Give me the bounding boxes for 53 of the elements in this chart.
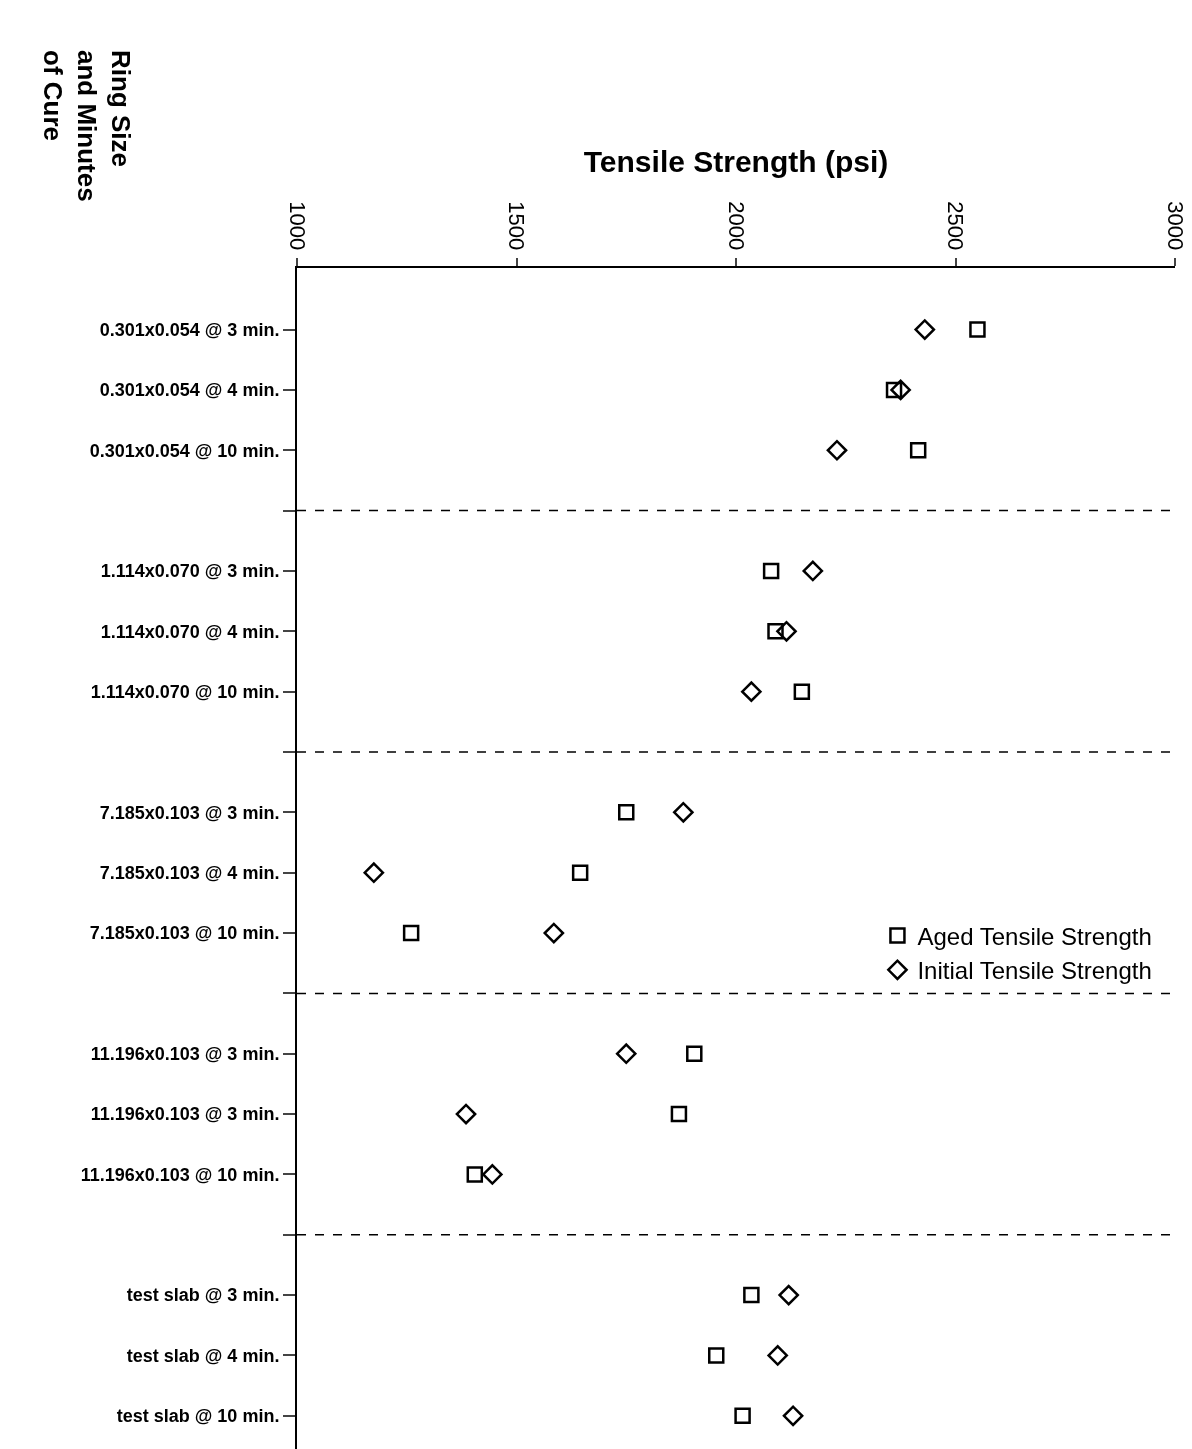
- y-tick-label: 1.114x0.070 @ 4 min.: [100, 621, 280, 642]
- point: [767, 623, 784, 640]
- point: [670, 1105, 688, 1123]
- y-tick-label: 11.196x0.103 @ 3 min.: [90, 1044, 280, 1065]
- point: [890, 379, 911, 401]
- point: [708, 1347, 725, 1364]
- point: [455, 1103, 477, 1125]
- point: [793, 683, 811, 700]
- y-tick-label: 11.196x0.103 @ 3 min.: [90, 1104, 280, 1125]
- point: [741, 681, 762, 702]
- y-tick-label: 1.114x0.070 @ 3 min.: [100, 561, 280, 582]
- point: [778, 1284, 800, 1306]
- legend-label: Initial Tensile Strength: [917, 957, 1152, 985]
- legend-label: Aged Tensile Strength: [917, 922, 1152, 950]
- point: [767, 1345, 789, 1366]
- point: [969, 321, 986, 338]
- y-tick-label: 7.185x0.103 @ 4 min.: [99, 862, 280, 883]
- y-axis-title: Ring Size and Minutes of Cure: [37, 50, 136, 202]
- point: [618, 804, 635, 821]
- y-tick-label: test slab @ 3 min.: [126, 1285, 280, 1306]
- point: [543, 922, 565, 944]
- point: [734, 1407, 751, 1425]
- point: [782, 1405, 804, 1427]
- point: [615, 1043, 637, 1065]
- y-tick-label: 0.301x0.054 @ 10 min.: [89, 440, 280, 461]
- x-tick-label: 1000: [284, 201, 310, 251]
- point: [402, 924, 420, 942]
- point: [672, 801, 694, 823]
- y-tick-label: 0.301x0.054 @ 3 min.: [99, 319, 280, 340]
- x-tick-label: 2500: [943, 201, 969, 251]
- point: [914, 319, 936, 340]
- point: [826, 439, 848, 461]
- point: [363, 862, 385, 884]
- y-tick-label: test slab @ 10 min.: [116, 1406, 280, 1427]
- point: [762, 562, 780, 580]
- point: [686, 1045, 703, 1062]
- y-tick-label: test slab @ 4 min.: [126, 1345, 280, 1366]
- x-tick-label: 1500: [504, 201, 530, 251]
- y-tick-label: 7.185x0.103 @ 10 min.: [89, 923, 280, 944]
- point: [482, 1164, 503, 1185]
- point: [743, 1286, 760, 1304]
- x-tick-label: 2000: [723, 201, 749, 251]
- point: [776, 620, 797, 642]
- y-tick-label: 0.301x0.054 @ 4 min.: [99, 380, 280, 401]
- point: [802, 560, 824, 582]
- x-tick-label: 3000: [1162, 201, 1188, 251]
- x-axis-title: Tensile Strength (psi): [583, 144, 889, 178]
- y-tick-label: 7.185x0.103 @ 3 min.: [99, 802, 280, 823]
- point: [909, 442, 927, 459]
- point: [466, 1166, 484, 1183]
- y-tick-label: 1.114x0.070 @ 10 min.: [90, 681, 280, 702]
- point: [571, 864, 589, 881]
- y-tick-label: 11.196x0.103 @ 10 min.: [80, 1164, 280, 1185]
